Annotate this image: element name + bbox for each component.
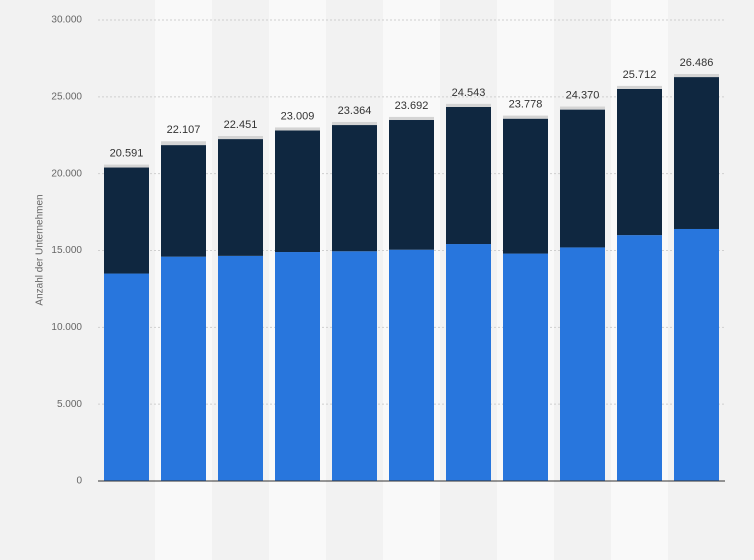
y-tick-label: 0 <box>76 476 82 487</box>
bar-segment <box>218 136 263 140</box>
bar-segment <box>389 120 434 250</box>
bar-segment <box>560 109 605 248</box>
bar-segment <box>389 249 434 481</box>
y-tick-label: 15.000 <box>51 245 82 256</box>
bar-segment <box>503 253 548 481</box>
bar-segment <box>617 88 662 236</box>
bar-segment <box>275 252 320 481</box>
bar-segment <box>503 115 548 119</box>
total-label: 22.107 <box>167 124 201 136</box>
y-tick-label: 25.000 <box>51 91 82 102</box>
total-label: 22.451 <box>224 119 258 131</box>
total-label: 23.778 <box>509 99 543 111</box>
bar-segment <box>104 167 149 274</box>
bar-segment <box>161 145 206 257</box>
bar-segment <box>104 273 149 481</box>
bar-segment <box>674 73 719 78</box>
total-label: 26.486 <box>680 57 714 69</box>
bar-segment <box>446 106 491 245</box>
bar-segment <box>617 235 662 481</box>
bar-segment <box>332 121 377 126</box>
bar-segment <box>560 247 605 481</box>
y-axis-label: Anzahl der Unternehmen <box>35 194 46 305</box>
y-tick-label: 30.000 <box>51 15 82 26</box>
y-tick-label: 10.000 <box>51 322 82 333</box>
bar-segment <box>218 255 263 481</box>
bar-segment <box>104 164 149 168</box>
bar-segment <box>161 256 206 481</box>
y-tick-label: 5.000 <box>57 399 82 410</box>
total-label: 24.370 <box>566 89 600 101</box>
bar-segment <box>275 130 320 253</box>
total-label: 23.692 <box>395 100 429 112</box>
bar-segment <box>332 125 377 252</box>
y-tick-label: 20.000 <box>51 168 82 179</box>
bar-segment <box>617 85 662 89</box>
bar-segment <box>503 118 548 254</box>
total-label: 23.364 <box>338 105 372 117</box>
total-label: 24.543 <box>452 87 486 99</box>
total-label: 20.591 <box>110 147 144 159</box>
bar-segment <box>275 127 320 131</box>
bar-segment <box>674 228 719 481</box>
bar-segment <box>446 103 491 107</box>
total-label: 23.009 <box>281 110 315 122</box>
bar-segment <box>674 77 719 229</box>
total-label: 25.712 <box>623 69 657 81</box>
bar-segment <box>218 139 263 256</box>
bar-segment <box>332 251 377 481</box>
bar-segment <box>560 106 605 110</box>
bar-segment <box>389 116 434 121</box>
bar-segment <box>161 141 206 146</box>
bar-segment <box>446 244 491 481</box>
